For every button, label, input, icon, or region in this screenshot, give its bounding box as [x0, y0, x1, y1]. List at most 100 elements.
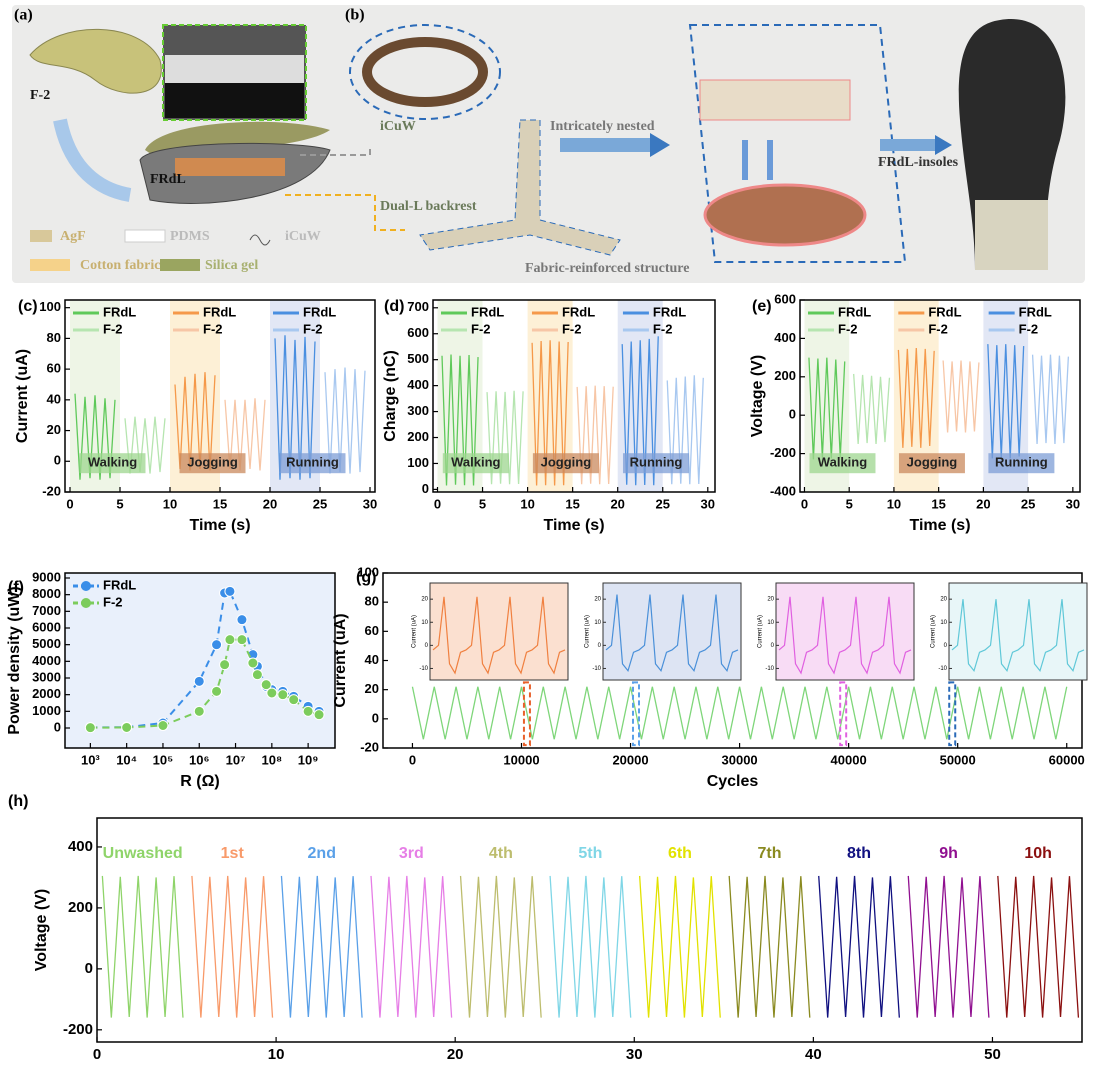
y-axis-title: Voltage (V)	[33, 889, 50, 971]
y-tick-label: 60	[47, 361, 61, 376]
segment-label: 4th	[489, 845, 513, 862]
y-tick-label: 0	[54, 719, 61, 734]
segment-label: 1st	[221, 845, 245, 862]
x-axis-title: Time (s)	[189, 517, 250, 534]
data-point	[252, 670, 262, 680]
legend-label: F-2	[103, 594, 123, 609]
segment-label: 5th	[578, 845, 602, 862]
y-tick-label: 4000	[32, 653, 61, 668]
x-tick-label: 10	[887, 496, 901, 511]
y-tick-label: 6000	[32, 619, 61, 634]
y-tick-label: 9000	[32, 569, 61, 584]
y-tick-label: 7000	[32, 603, 61, 618]
y-tick-label: -20	[360, 739, 379, 754]
series-line	[461, 876, 542, 1018]
inset-tick-label: 10	[767, 620, 774, 626]
x-tick-label: 30000	[722, 752, 758, 767]
illustration-label: Intricately nested	[550, 119, 655, 134]
inset-tick-label: 10	[594, 620, 601, 626]
x-tick-label: 10⁷	[226, 752, 246, 767]
x-tick-label: 50000	[940, 752, 976, 767]
legend-label: F-2	[471, 321, 491, 336]
inset-tick-label: 0	[771, 643, 775, 649]
segment-label: 2nd	[308, 845, 336, 862]
x-tick-label: 30	[1066, 496, 1080, 511]
x-tick-label: 5	[846, 496, 853, 511]
x-tick-label: 10	[268, 1046, 285, 1063]
data-point	[122, 723, 132, 733]
legend-label: F-2	[562, 321, 582, 336]
inset-tick-label: 0	[425, 643, 429, 649]
legend-swatch	[160, 259, 200, 271]
legend-label: FRdL	[303, 304, 336, 319]
legend-marker	[81, 598, 91, 608]
legend-label: iCuW	[285, 229, 321, 244]
x-tick-label: 40	[805, 1046, 822, 1063]
y-tick-label: 80	[47, 330, 61, 345]
segment-label: 3rd	[399, 845, 424, 862]
region-label: Running	[995, 455, 1048, 470]
region-label: Walking	[88, 455, 137, 470]
series-line	[550, 876, 631, 1018]
legend-label: FRdL	[471, 304, 504, 319]
y-tick-label: 100	[39, 299, 61, 314]
series-line	[102, 876, 183, 1018]
zoom-layer	[165, 55, 304, 83]
series-line	[908, 876, 989, 1018]
y-tick-label: -200	[63, 1021, 93, 1038]
inset-tick-label: 0	[944, 643, 948, 649]
inset-tick-label: -10	[419, 666, 428, 672]
x-tick-label: 20000	[612, 752, 648, 767]
x-tick-label: 15	[565, 496, 579, 511]
series-line	[854, 374, 890, 444]
y-tick-label: 400	[68, 838, 93, 855]
y-tick-label: 3000	[32, 669, 61, 684]
segment-label: Unwashed	[103, 845, 183, 862]
x-tick-label: 20	[447, 1046, 464, 1063]
y-tick-label: 80	[365, 594, 379, 609]
segment-label: 9h	[939, 845, 958, 862]
zoom-layer	[165, 83, 304, 118]
legend-label: FRdL	[103, 304, 136, 319]
data-point	[303, 706, 313, 716]
x-axis-title: Time (s)	[909, 517, 970, 534]
x-tick-label: 50	[984, 1046, 1001, 1063]
x-tick-label: 5	[116, 496, 123, 511]
panel-label: (h)	[8, 793, 28, 810]
panel-label: (a)	[14, 7, 33, 24]
x-tick-label: 30	[701, 496, 715, 511]
y-tick-label: 5000	[32, 636, 61, 651]
series-line	[729, 876, 810, 1018]
y-tick-label: 0	[85, 960, 93, 977]
y-tick-label: 200	[774, 368, 796, 383]
y-tick-label: 0	[422, 481, 429, 496]
y-tick-label: 600	[407, 325, 429, 340]
y-tick-label: -400	[770, 483, 796, 498]
inset-tick-label: 20	[940, 597, 947, 603]
inset-tick-label: 0	[598, 643, 602, 649]
y-tick-label: 0	[789, 407, 796, 422]
inset-tick-label: 10	[940, 620, 947, 626]
series-line	[192, 876, 273, 1018]
data-point	[278, 690, 288, 700]
data-point	[212, 640, 222, 650]
y-tick-label: -200	[770, 445, 796, 460]
x-tick-label: 0	[801, 496, 808, 511]
region-label: Running	[630, 455, 683, 470]
y-tick-label: 200	[407, 429, 429, 444]
inset-tick-label: 20	[594, 597, 601, 603]
x-tick-label: 0	[409, 752, 416, 767]
y-tick-label: 20	[365, 681, 379, 696]
y-axis-title: Power density (uW)	[6, 586, 23, 734]
x-tick-label: 20	[610, 496, 624, 511]
x-tick-label: 40000	[831, 752, 867, 767]
inset-tick-label: 10	[421, 620, 428, 626]
x-tick-label: 0	[66, 496, 73, 511]
legend-swatch	[30, 259, 70, 271]
y-tick-label: 200	[68, 899, 93, 916]
y-tick-label: 300	[407, 403, 429, 418]
x-axis-title: Time (s)	[543, 517, 604, 534]
x-tick-label: 30	[626, 1046, 643, 1063]
region-label: Jogging	[907, 455, 958, 470]
y-tick-label: 0	[372, 710, 379, 725]
